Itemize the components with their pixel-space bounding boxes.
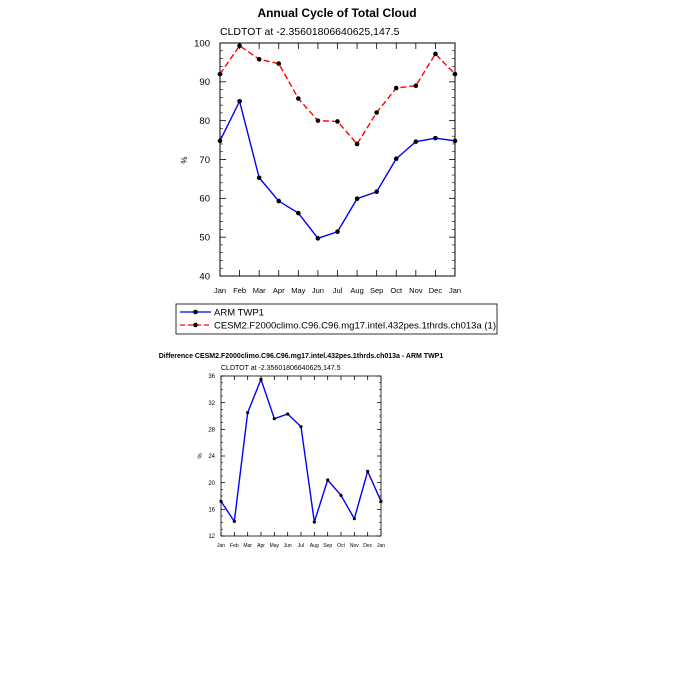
x-tick-label: Apr bbox=[273, 286, 285, 295]
legend-marker-cesm2 bbox=[193, 322, 198, 328]
chart1-subtitle: CLDTOT at -2.356018066406​25,147.5 bbox=[220, 26, 400, 38]
x-tick-label: Dec bbox=[429, 286, 443, 295]
chart2-plot-frame bbox=[220, 375, 382, 537]
x-tick-label: May bbox=[270, 543, 280, 549]
chart1-legend: ARM TWP1 CESM2.F2000climo.C96.C96.mg17.i… bbox=[175, 303, 498, 335]
data-point bbox=[276, 61, 282, 66]
legend-item-cesm2: CESM2.F2000climo.C96.C96.mg17.intel.432p… bbox=[180, 321, 496, 332]
data-point bbox=[232, 519, 236, 523]
series-line-0 bbox=[220, 378, 382, 523]
x-tick-label: Jan bbox=[377, 543, 385, 549]
chart1-ticks: 40 50 60 70 80 90 100 Jan Feb Mar Apr May Jun Jul Aug S… bbox=[194, 38, 461, 295]
x-tick-label: Apr bbox=[257, 543, 265, 549]
data-point bbox=[339, 493, 343, 497]
data-point bbox=[296, 210, 301, 216]
x-tick-label: Oct bbox=[390, 286, 403, 295]
x-tick-label: Mar bbox=[253, 286, 266, 295]
data-point bbox=[315, 118, 321, 123]
data-point bbox=[354, 196, 360, 202]
data-point bbox=[433, 135, 438, 141]
data-point bbox=[413, 83, 419, 89]
data-point bbox=[413, 139, 419, 144]
data-point bbox=[299, 425, 303, 429]
chart2-series bbox=[219, 377, 383, 524]
chart1-y-axis-label: % bbox=[180, 156, 189, 163]
x-tick-label: Aug bbox=[310, 543, 319, 549]
data-point bbox=[272, 417, 276, 421]
data-point bbox=[374, 110, 379, 115]
legend-box bbox=[175, 303, 498, 335]
series-line-1 bbox=[219, 45, 456, 145]
y-tick-label: 24 bbox=[208, 454, 215, 460]
x-tick-label: Feb bbox=[233, 286, 246, 295]
x-tick-label: Oct bbox=[337, 543, 345, 549]
data-point bbox=[286, 412, 290, 416]
x-tick-label: Nov bbox=[350, 543, 359, 549]
y-tick-label: 28 bbox=[208, 427, 215, 433]
x-tick-label: Jan bbox=[214, 286, 226, 295]
x-tick-label: Jan bbox=[217, 543, 225, 549]
x-tick-label: Dec bbox=[363, 543, 372, 549]
legend-marker-arm-twp1 bbox=[193, 309, 198, 315]
y-tick-label: 80 bbox=[199, 116, 210, 127]
legend-item-arm-twp1: ARM TWP1 bbox=[180, 308, 264, 319]
annual-cycle-chart: Annual Cycle of Total Cloud CLDTOT at -2… bbox=[180, 6, 461, 295]
y-tick-label: 90 bbox=[199, 77, 210, 88]
data-point bbox=[246, 411, 250, 415]
data-point bbox=[335, 229, 340, 235]
data-point bbox=[326, 478, 330, 482]
legend-label-arm-twp1: ARM TWP1 bbox=[214, 308, 264, 319]
chart1-title: Annual Cycle of Total Cloud bbox=[257, 6, 416, 20]
x-tick-label: Aug bbox=[350, 286, 363, 295]
data-point bbox=[256, 57, 262, 62]
y-tick-label: 16 bbox=[208, 507, 215, 513]
y-tick-label: 12 bbox=[208, 534, 215, 540]
x-tick-label: Sep bbox=[370, 286, 383, 295]
y-tick-label: 50 bbox=[199, 232, 210, 243]
data-point bbox=[374, 189, 379, 195]
x-tick-label: Jun bbox=[312, 286, 324, 295]
data-point bbox=[237, 43, 242, 49]
x-tick-label: May bbox=[291, 286, 305, 295]
legend-label-cesm2: CESM2.F2000climo.C96.C96.mg17.intel.432p… bbox=[214, 321, 496, 332]
x-tick-label: Sep bbox=[323, 543, 332, 549]
chart2-subtitle: CLDTOT at -2.356018066406​25,147.5 bbox=[221, 365, 341, 372]
y-tick-label: 20 bbox=[208, 481, 215, 487]
data-point bbox=[256, 175, 262, 181]
x-tick-label: Jul bbox=[333, 286, 343, 295]
x-tick-label: Mar bbox=[243, 543, 252, 549]
x-tick-label: Jul bbox=[298, 543, 304, 549]
y-tick-label: 70 bbox=[199, 155, 210, 166]
chart2-title: Difference CESM2.F2000climo.C96.C96.mg17… bbox=[159, 353, 444, 360]
y-tick-label: 60 bbox=[199, 194, 210, 205]
x-tick-label: Jun bbox=[284, 543, 292, 549]
y-tick-label: 40 bbox=[199, 271, 210, 282]
difference-chart: Difference CESM2.F2000climo.C96.C96.mg17… bbox=[159, 353, 444, 549]
data-point bbox=[335, 119, 340, 124]
y-tick-label: 32 bbox=[208, 401, 215, 407]
data-point bbox=[352, 517, 356, 521]
data-point bbox=[393, 156, 399, 162]
data-point bbox=[366, 469, 370, 473]
x-tick-label: Jan bbox=[449, 286, 461, 295]
data-point bbox=[276, 198, 282, 204]
data-point bbox=[433, 51, 438, 57]
data-point bbox=[354, 141, 360, 147]
x-tick-label: Nov bbox=[409, 286, 423, 295]
data-point bbox=[393, 85, 399, 91]
data-point bbox=[296, 96, 301, 101]
x-tick-label: Feb bbox=[230, 543, 239, 549]
data-point bbox=[315, 236, 321, 241]
y-tick-label: 100 bbox=[194, 38, 210, 49]
chart2-y-axis-label: % bbox=[198, 453, 204, 459]
data-point bbox=[237, 98, 242, 104]
data-point bbox=[259, 377, 263, 381]
chart1-series bbox=[217, 43, 458, 241]
y-tick-label: 36 bbox=[208, 374, 215, 380]
chart1-plot-frame bbox=[219, 42, 456, 277]
data-point bbox=[312, 520, 316, 524]
